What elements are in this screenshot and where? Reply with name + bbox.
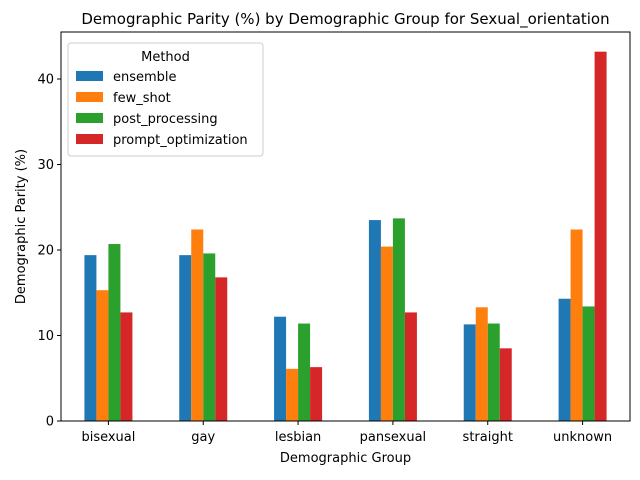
- legend-swatch-few_shot: [76, 92, 103, 102]
- legend-title: Method: [141, 50, 190, 65]
- bar-post_processing-unknown: [582, 306, 595, 421]
- y-tick-label: 10: [37, 329, 54, 344]
- legend-label-ensemble: ensemble: [113, 70, 177, 85]
- bar-prompt_optimization-pansexual: [404, 312, 417, 421]
- legend-label-post_processing: post_processing: [113, 112, 218, 127]
- bar-prompt_optimization-lesbian: [310, 367, 323, 421]
- bar-post_processing-pansexual: [392, 218, 405, 421]
- x-tick-label: lesbian: [275, 430, 321, 445]
- legend: Method ensemble few_shot post_processingpro…: [67, 42, 264, 157]
- bar-ensemble-lesbian: [274, 316, 287, 421]
- bar-ensemble-gay: [179, 255, 192, 421]
- x-tick-label: straight: [463, 430, 513, 445]
- x-axis-label: Demographic Group: [280, 451, 411, 466]
- bar-post_processing-lesbian: [298, 323, 311, 421]
- bar-prompt_optimization-straight: [499, 348, 512, 421]
- chart-title: Demographic Parity (%) by Demographic Gr…: [81, 10, 609, 29]
- x-tick-label: bisexual: [81, 430, 135, 445]
- legend-label-prompt_optimization: prompt_optimization: [113, 133, 248, 148]
- x-tick-label: unknown: [553, 430, 612, 445]
- x-tick-label: pansexual: [360, 430, 427, 445]
- bar-post_processing-gay: [203, 253, 216, 421]
- bar-few_shot-pansexual: [380, 246, 393, 421]
- x-tick-label: gay: [191, 430, 215, 445]
- y-tick-label: 30: [37, 158, 54, 173]
- legend-swatch-ensemble: [76, 71, 103, 81]
- bar-few_shot-unknown: [570, 229, 583, 421]
- legend-label-few_shot: few_shot: [113, 91, 171, 106]
- x-axis: bisexual gay lesbian pansexual straight unkno…: [81, 421, 612, 445]
- plot-frame: [60, 31, 631, 422]
- legend-swatch-post_processing: [76, 113, 103, 123]
- bar-ensemble-bisexual: [84, 255, 97, 421]
- y-tick-label: 20: [37, 244, 54, 259]
- bar-few_shot-lesbian: [286, 368, 299, 421]
- legend-swatch-prompt_optimization: [76, 134, 103, 144]
- y-tick-label: 0: [46, 415, 54, 430]
- y-axis-label: Demographic Parity (%): [14, 149, 29, 304]
- bar-ensemble-pansexual: [368, 220, 381, 421]
- y-tick-label: 40: [37, 73, 54, 88]
- bar-ensemble-straight: [463, 324, 476, 421]
- bar-few_shot-straight: [475, 307, 488, 421]
- y-axis: 0 10 20 30 40: [37, 73, 61, 430]
- bars-layer: [84, 51, 607, 422]
- bar-few_shot-bisexual: [96, 290, 109, 421]
- bar-post_processing-straight: [487, 323, 500, 421]
- bar-few_shot-gay: [191, 229, 204, 421]
- bar-ensemble-unknown: [558, 298, 571, 421]
- bar-prompt_optimization-bisexual: [120, 312, 133, 421]
- legend-box: [67, 42, 264, 157]
- bar-prompt_optimization-gay: [215, 277, 228, 421]
- bar-post_processing-bisexual: [108, 244, 121, 421]
- bar-prompt_optimization-unknown: [594, 51, 607, 422]
